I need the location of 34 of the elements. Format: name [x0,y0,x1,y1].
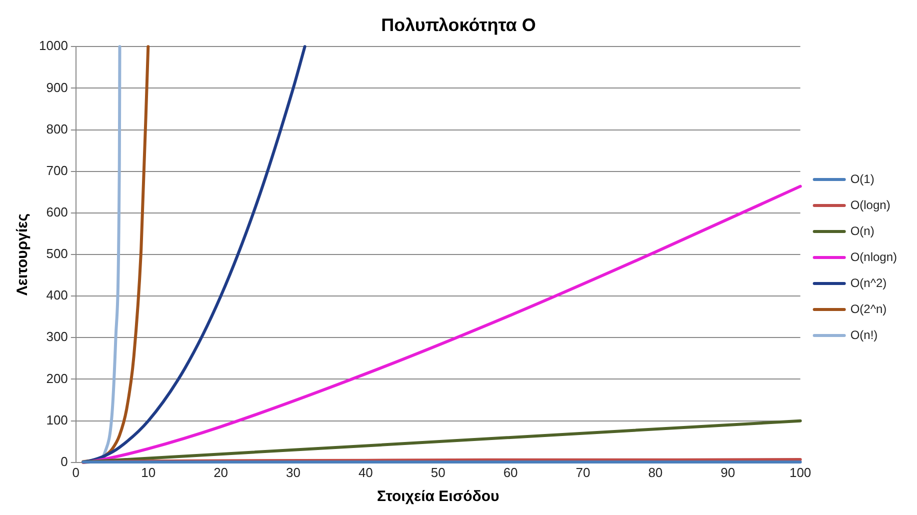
line-series [82,45,150,464]
legend-label: O(logn) [850,198,890,212]
y-tick-label: 900 [46,80,68,95]
legend-label: O(nlogn) [850,250,898,264]
y-tick-label: 0 [60,454,68,469]
y-tick-label: 600 [46,204,68,220]
x-tick-label: 50 [430,464,446,480]
y-tick-label: 200 [46,370,68,386]
x-tick-label: 10 [141,464,156,480]
x-tick-label: 60 [503,464,518,480]
chart-title: Πολυπλοκότητα Ο [381,14,536,35]
x-tick-label: 40 [358,464,373,480]
legend-label: O(2^n) [850,302,887,316]
legend-label: O(n^2) [850,276,887,290]
y-tick-label: 700 [46,162,68,178]
line-series [82,45,306,464]
legend-label: O(n!) [850,328,878,342]
y-tick-label: 1000 [39,38,68,54]
x-tick-label: 0 [72,464,80,480]
x-tick-label: 70 [576,464,590,480]
legend-label: O(1) [850,172,874,186]
x-tick-label: 80 [648,464,663,480]
x-tick-label: 20 [214,464,228,480]
y-tick-label: 300 [46,329,68,344]
y-tick-label: 500 [46,246,68,262]
y-tick-label: 100 [46,412,68,428]
y-axis-title: Λειτουργίες [14,213,32,296]
x-tick-label: 100 [789,464,812,480]
legend-label: O(n) [850,224,874,238]
x-tick-label: 90 [720,464,736,480]
y-tick-label: 400 [46,288,68,303]
y-tick-label: 800 [46,121,68,136]
x-tick-label: 30 [286,464,300,480]
x-axis-title: Στοιχεία Εισόδου [376,488,500,506]
